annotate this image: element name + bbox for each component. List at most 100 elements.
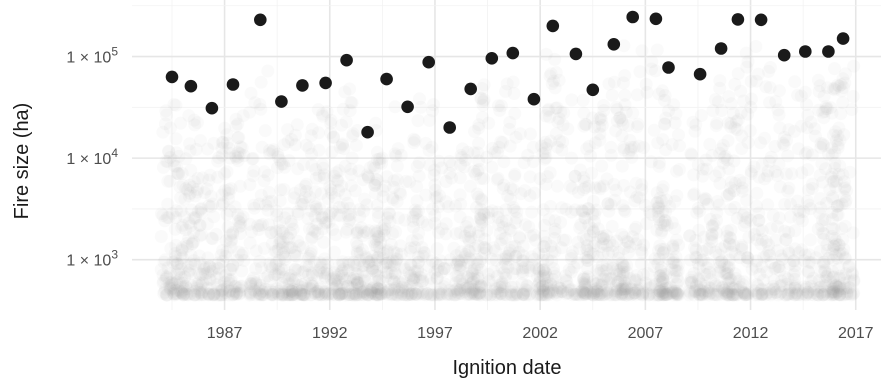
background-point bbox=[368, 257, 382, 271]
background-point bbox=[282, 288, 296, 302]
background-point bbox=[612, 264, 626, 278]
background-point bbox=[465, 265, 479, 279]
background-point bbox=[447, 241, 461, 255]
background-point bbox=[659, 281, 672, 295]
background-point bbox=[480, 150, 494, 164]
background-point bbox=[389, 149, 403, 163]
background-point bbox=[479, 242, 493, 256]
background-point bbox=[427, 168, 441, 182]
background-point bbox=[328, 274, 341, 288]
background-point bbox=[184, 219, 198, 233]
background-point bbox=[481, 267, 495, 281]
background-point bbox=[597, 179, 611, 193]
background-point bbox=[370, 153, 384, 166]
background-point bbox=[506, 201, 520, 214]
background-point bbox=[332, 287, 346, 301]
background-point bbox=[635, 183, 649, 197]
background-point bbox=[378, 287, 392, 300]
background-point bbox=[630, 190, 644, 204]
background-point bbox=[472, 281, 486, 295]
background-point bbox=[453, 274, 467, 288]
background-point bbox=[384, 288, 398, 302]
background-point bbox=[581, 202, 595, 216]
background-point bbox=[699, 153, 713, 167]
background-point bbox=[450, 283, 464, 296]
background-point bbox=[246, 277, 259, 291]
background-point bbox=[233, 227, 247, 240]
background-point bbox=[604, 148, 618, 162]
background-point bbox=[369, 288, 383, 302]
background-point bbox=[316, 109, 330, 123]
background-point bbox=[539, 177, 553, 191]
background-point bbox=[653, 191, 667, 205]
background-point bbox=[485, 204, 499, 218]
background-point bbox=[352, 288, 366, 302]
background-point bbox=[509, 216, 522, 230]
background-point bbox=[665, 284, 679, 298]
background-point bbox=[610, 284, 624, 298]
background-point bbox=[545, 285, 559, 299]
background-point bbox=[449, 269, 463, 283]
background-point bbox=[609, 101, 623, 114]
background-point bbox=[346, 129, 359, 143]
background-point bbox=[168, 159, 181, 173]
background-point bbox=[582, 202, 596, 216]
background-point bbox=[425, 140, 439, 154]
background-point bbox=[296, 288, 310, 302]
x-tick-label: 1987 bbox=[207, 325, 243, 342]
background-point bbox=[467, 285, 481, 299]
background-point bbox=[626, 106, 640, 120]
background-point bbox=[656, 288, 670, 302]
background-point bbox=[474, 213, 488, 227]
background-point bbox=[769, 95, 783, 109]
background-point bbox=[168, 254, 182, 268]
background-point bbox=[207, 287, 221, 301]
background-point bbox=[477, 78, 491, 92]
background-point bbox=[303, 249, 316, 263]
background-point bbox=[285, 273, 299, 287]
background-point bbox=[628, 285, 641, 299]
background-point bbox=[408, 240, 422, 254]
background-point bbox=[326, 282, 340, 295]
background-point bbox=[591, 222, 605, 236]
background-point bbox=[411, 288, 425, 302]
background-point bbox=[536, 279, 549, 293]
background-point bbox=[685, 270, 699, 284]
background-point bbox=[257, 165, 271, 179]
background-point bbox=[593, 182, 607, 196]
background-point bbox=[566, 245, 579, 259]
background-point bbox=[215, 141, 229, 155]
background-point bbox=[648, 277, 662, 291]
background-point bbox=[838, 182, 852, 195]
background-point bbox=[216, 283, 230, 297]
background-point bbox=[316, 161, 330, 175]
background-point bbox=[474, 288, 488, 302]
data-point bbox=[184, 79, 198, 93]
background-point bbox=[168, 222, 182, 236]
background-point bbox=[274, 235, 288, 249]
background-point bbox=[248, 96, 262, 110]
background-point bbox=[597, 232, 611, 246]
background-point bbox=[550, 101, 564, 115]
background-point bbox=[595, 258, 609, 272]
background-point bbox=[166, 277, 180, 291]
background-point bbox=[615, 288, 629, 302]
background-point bbox=[229, 112, 243, 126]
background-point bbox=[499, 203, 513, 217]
background-point bbox=[698, 286, 712, 300]
background-point bbox=[501, 252, 515, 266]
background-point bbox=[223, 284, 237, 298]
background-point bbox=[499, 214, 513, 228]
background-point bbox=[172, 263, 186, 277]
background-point bbox=[359, 250, 373, 264]
background-point bbox=[573, 288, 587, 302]
background-point bbox=[816, 137, 830, 151]
data-point bbox=[464, 82, 478, 96]
background-point bbox=[364, 254, 378, 268]
background-point bbox=[320, 256, 334, 270]
background-point bbox=[581, 253, 595, 267]
background-point bbox=[832, 121, 846, 135]
background-point bbox=[506, 183, 520, 197]
background-point bbox=[471, 239, 485, 253]
background-point bbox=[604, 271, 618, 285]
